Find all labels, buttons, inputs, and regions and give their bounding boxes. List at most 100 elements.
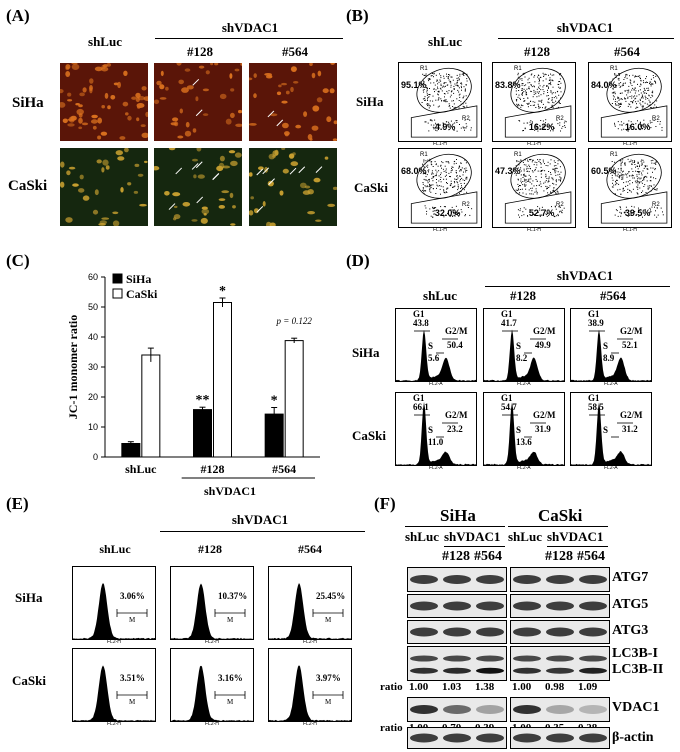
event-dot <box>530 100 532 102</box>
event-dot <box>535 107 537 108</box>
event-dot <box>551 74 553 76</box>
event-dot <box>623 79 625 80</box>
g2m-value: 49.9 <box>535 340 551 350</box>
cell-blob <box>210 63 214 66</box>
event-dot <box>516 103 518 105</box>
event-dot <box>528 164 530 166</box>
event-dot <box>526 88 528 90</box>
event-dot <box>559 81 561 82</box>
bar-caski-2 <box>284 340 304 458</box>
event-dot <box>424 100 426 101</box>
protein-band <box>443 655 471 662</box>
event-dot <box>630 106 632 108</box>
blot-atg3-1 <box>510 620 610 644</box>
cell-blob <box>101 105 105 109</box>
event-dot <box>550 172 551 174</box>
event-dot <box>559 210 561 212</box>
event-dot <box>612 85 614 87</box>
g1-value: 66.1 <box>413 402 429 412</box>
event-dot <box>619 175 621 177</box>
event-dot <box>636 186 638 188</box>
event-dot <box>548 83 550 85</box>
event-dot <box>628 128 629 130</box>
sub-g1-histogram <box>170 648 254 722</box>
event-dot <box>520 167 522 169</box>
event-dot <box>646 165 648 167</box>
event-dot <box>629 183 631 185</box>
event-dot <box>463 182 465 184</box>
ratio-value: 0.98 <box>545 681 565 693</box>
event-dot <box>521 182 522 184</box>
event-dot <box>538 105 539 107</box>
cell-blob <box>191 219 198 222</box>
event-dot <box>659 123 661 125</box>
event-dot <box>642 105 644 107</box>
gate-r2-label: R2 <box>652 116 660 122</box>
event-dot <box>457 186 459 187</box>
r2-percent: 32.0% <box>434 208 461 218</box>
event-dot <box>542 161 544 163</box>
event-dot <box>639 122 641 124</box>
event-dot <box>653 162 655 164</box>
panel-d-row-label-0: SiHa <box>352 345 380 360</box>
event-dot <box>612 78 614 80</box>
x-axis-label: FL2-H <box>303 721 317 727</box>
event-dot <box>523 91 525 93</box>
event-dot <box>619 160 621 162</box>
event-dot <box>548 209 550 211</box>
protein-band <box>410 627 438 637</box>
event-dot <box>554 172 556 174</box>
event-dot <box>557 215 559 217</box>
event-dot <box>428 78 430 80</box>
cell-blob <box>119 136 126 140</box>
event-dot <box>519 210 521 212</box>
cell-blob <box>115 150 123 156</box>
ratio-value: 1.03 <box>442 681 462 693</box>
event-dot <box>425 75 427 77</box>
event-dot <box>429 185 431 186</box>
blot-vdac1-1 <box>510 697 610 722</box>
event-dot <box>640 181 642 183</box>
event-dot <box>652 119 654 121</box>
cell-blob <box>329 88 335 94</box>
s-label: S <box>603 425 609 435</box>
event-dot <box>465 214 466 216</box>
micrograph-caski-564 <box>249 148 337 226</box>
event-dot <box>650 211 652 213</box>
event-dot <box>532 180 534 182</box>
event-dot <box>631 101 633 103</box>
event-dot <box>456 159 457 160</box>
event-dot <box>560 87 561 89</box>
event-dot <box>546 178 548 179</box>
event-dot <box>620 85 622 87</box>
event-dot <box>536 162 538 164</box>
event-dot <box>517 183 519 185</box>
event-dot <box>453 88 455 90</box>
r2-percent: 16.2% <box>528 122 555 132</box>
event-dot <box>613 96 615 98</box>
event-dot <box>647 172 649 174</box>
event-dot <box>534 101 536 103</box>
event-dot <box>639 121 641 123</box>
event-dot <box>554 92 556 94</box>
event-dot <box>544 106 546 108</box>
event-dot <box>622 170 624 172</box>
event-dot <box>534 81 536 83</box>
event-dot <box>436 80 438 82</box>
event-dot <box>425 173 427 175</box>
cell-blob <box>230 160 238 167</box>
protein-band <box>546 705 574 714</box>
event-dot <box>456 130 458 132</box>
cell-blob <box>71 63 78 65</box>
event-dot <box>642 80 644 82</box>
event-dot <box>518 103 520 105</box>
event-dot <box>527 106 529 108</box>
significance-mark: * <box>219 284 226 299</box>
sub-g1-histogram <box>72 648 156 722</box>
event-dot <box>552 127 554 129</box>
event-dot <box>440 80 442 82</box>
event-dot <box>424 121 426 123</box>
event-dot <box>625 185 627 187</box>
event-dot <box>627 173 629 175</box>
cell-blob <box>172 117 179 122</box>
